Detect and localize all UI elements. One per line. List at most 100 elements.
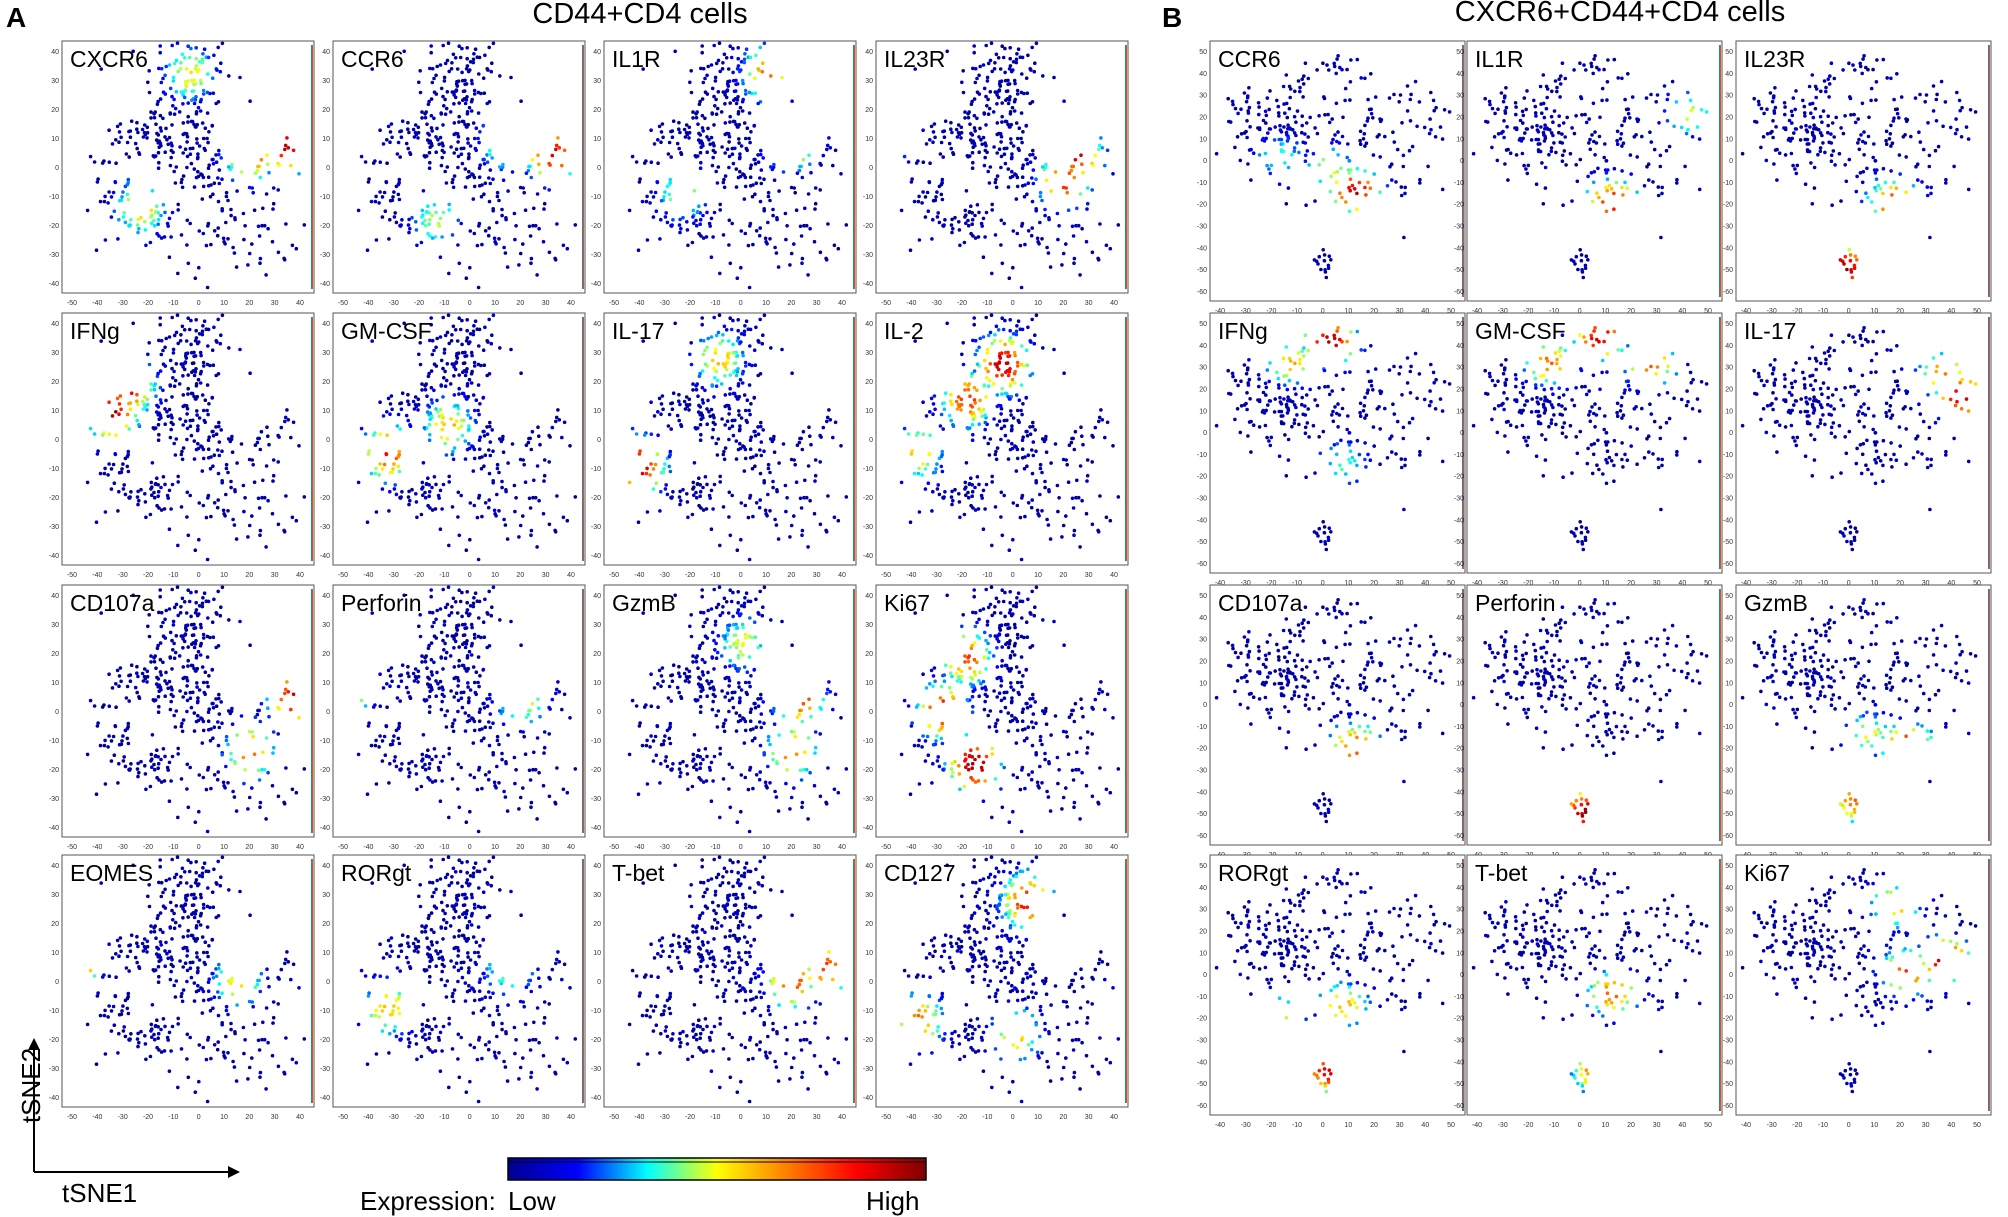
data-point: [114, 682, 118, 686]
data-point: [498, 618, 502, 622]
data-point: [710, 655, 714, 659]
y-tick-label: 40: [865, 321, 873, 328]
data-point: [460, 343, 464, 347]
data-point: [181, 102, 185, 106]
data-point: [705, 679, 709, 683]
data-point: [193, 729, 197, 733]
data-point: [194, 125, 198, 129]
data-point: [458, 534, 462, 538]
data-point: [1035, 314, 1039, 318]
data-point: [1009, 64, 1013, 68]
data-point: [984, 395, 988, 399]
data-point: [445, 651, 449, 655]
data-point: [1079, 464, 1083, 468]
data-point: [748, 224, 752, 228]
data-point: [994, 181, 998, 185]
data-point: [170, 95, 174, 99]
data-point: [661, 136, 665, 140]
data-point: [733, 147, 737, 151]
data-point: [511, 170, 515, 174]
data-point: [1096, 257, 1100, 261]
data-point: [136, 675, 140, 679]
data-point: [222, 240, 226, 244]
data-point: [989, 331, 993, 335]
data-point: [1117, 223, 1121, 227]
data-point: [99, 472, 103, 476]
data-point: [736, 46, 740, 50]
data-point: [143, 764, 147, 768]
data-point: [530, 448, 534, 452]
data-point: [1027, 453, 1031, 457]
data-point: [462, 691, 466, 695]
data-point: [771, 486, 775, 490]
data-point: [464, 167, 468, 171]
data-point: [455, 419, 459, 423]
data-point: [119, 394, 123, 398]
data-point: [715, 606, 719, 610]
data-point: [1075, 207, 1079, 211]
data-point: [101, 161, 105, 165]
data-point: [713, 104, 717, 108]
data-point: [235, 189, 239, 193]
data-point: [744, 232, 748, 236]
data-point: [233, 490, 237, 494]
data-point: [116, 125, 120, 129]
data-point: [176, 313, 180, 317]
data-point: [796, 715, 800, 719]
data-point: [168, 527, 172, 531]
data-point: [226, 509, 230, 513]
data-point: [428, 423, 432, 427]
y-tick-label: 30: [51, 350, 59, 357]
data-point: [435, 127, 439, 131]
data-point: [814, 458, 818, 462]
data-point: [219, 61, 223, 65]
data-point: [760, 454, 764, 458]
data-point: [295, 247, 299, 251]
data-point: [940, 193, 944, 197]
data-point: [217, 200, 221, 204]
data-point: [430, 486, 434, 490]
x-tick-label: -20: [685, 844, 695, 851]
data-point: [185, 515, 189, 519]
data-point: [799, 497, 803, 501]
plot-colorbar: [853, 317, 855, 561]
data-point: [442, 755, 446, 759]
data-point: [120, 467, 124, 471]
data-point: [148, 363, 152, 367]
data-point: [645, 467, 649, 471]
data-point: [825, 692, 829, 696]
data-point: [658, 509, 662, 513]
data-point: [729, 806, 733, 810]
data-point: [210, 702, 214, 706]
data-point: [681, 760, 685, 764]
data-point: [207, 674, 211, 678]
data-point: [793, 735, 797, 739]
data-point: [1019, 137, 1023, 141]
data-point: [983, 235, 987, 239]
y-tick-label: -10: [320, 738, 330, 745]
data-point: [994, 233, 998, 237]
data-point: [212, 635, 216, 639]
data-point: [146, 131, 150, 135]
data-point: [445, 181, 449, 185]
data-point: [151, 461, 155, 465]
data-point: [950, 495, 954, 499]
data-point: [748, 141, 752, 145]
data-point: [926, 463, 930, 467]
plot-a-il23r: IL23R403020100-10-20-30-40-50-40-30-20-1…: [863, 41, 1128, 307]
data-point: [478, 447, 482, 451]
data-point: [461, 706, 465, 710]
data-point: [238, 348, 242, 352]
data-point: [169, 164, 173, 168]
y-tick-label: -20: [320, 767, 330, 774]
data-point: [162, 203, 166, 207]
data-point: [240, 442, 244, 446]
data-point: [478, 707, 482, 711]
data-point: [482, 464, 486, 468]
data-point: [266, 434, 270, 438]
data-point: [476, 788, 480, 792]
data-point: [466, 336, 470, 340]
data-point: [1062, 524, 1066, 528]
data-point: [720, 654, 724, 658]
data-point: [188, 600, 192, 604]
